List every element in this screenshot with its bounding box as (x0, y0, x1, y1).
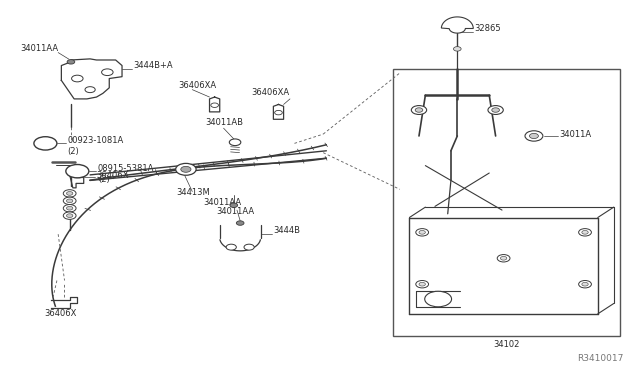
Circle shape (244, 244, 254, 250)
Circle shape (85, 87, 95, 93)
Circle shape (412, 106, 427, 115)
Circle shape (579, 280, 591, 288)
Text: 34011AA: 34011AA (20, 44, 58, 52)
Text: (2): (2) (98, 175, 109, 184)
Circle shape (229, 139, 241, 145)
Circle shape (500, 256, 507, 260)
Circle shape (529, 134, 538, 138)
Circle shape (497, 254, 510, 262)
Text: 36406XA: 36406XA (178, 81, 216, 90)
Text: 34011AA: 34011AA (216, 207, 255, 216)
Circle shape (525, 131, 543, 141)
Polygon shape (442, 17, 473, 33)
Circle shape (425, 291, 452, 307)
Text: 34102: 34102 (493, 340, 520, 349)
Circle shape (67, 199, 73, 203)
Circle shape (415, 108, 423, 112)
Circle shape (416, 280, 429, 288)
Circle shape (180, 166, 191, 172)
Circle shape (63, 205, 76, 212)
Circle shape (175, 163, 196, 175)
Circle shape (63, 212, 76, 219)
Text: 34011AB: 34011AB (205, 118, 243, 127)
Circle shape (579, 229, 591, 236)
Circle shape (454, 46, 461, 51)
Text: 00923-1081A: 00923-1081A (67, 136, 124, 145)
Text: 32865: 32865 (474, 24, 501, 33)
Text: 36406X: 36406X (97, 171, 129, 180)
Text: 3444B: 3444B (273, 226, 300, 235)
Text: 34413M: 34413M (176, 188, 210, 197)
Circle shape (236, 221, 244, 225)
Text: 34011AA: 34011AA (204, 198, 242, 207)
Circle shape (492, 108, 499, 112)
Text: 08915-5381A: 08915-5381A (98, 164, 154, 173)
Circle shape (226, 244, 236, 250)
Text: R3410017: R3410017 (577, 354, 623, 363)
Text: W: W (42, 141, 49, 146)
Circle shape (63, 190, 76, 197)
Circle shape (582, 231, 588, 234)
Circle shape (66, 164, 89, 178)
Circle shape (275, 110, 282, 115)
Text: 36406XA: 36406XA (251, 88, 289, 97)
Circle shape (67, 60, 75, 64)
Circle shape (582, 282, 588, 286)
Text: W: W (74, 169, 81, 174)
Bar (394, 69, 620, 336)
Text: (2): (2) (67, 147, 79, 156)
Circle shape (72, 75, 83, 82)
Circle shape (419, 231, 426, 234)
Circle shape (67, 214, 73, 218)
Circle shape (102, 69, 113, 76)
Circle shape (230, 203, 237, 208)
Circle shape (416, 229, 429, 236)
Text: 34011A: 34011A (559, 130, 591, 139)
Text: 36406X: 36406X (44, 309, 77, 318)
Circle shape (67, 206, 73, 210)
Circle shape (34, 137, 57, 150)
Circle shape (419, 282, 426, 286)
Circle shape (488, 106, 503, 115)
Circle shape (63, 197, 76, 205)
Circle shape (211, 103, 218, 108)
Text: 3444B+A: 3444B+A (133, 61, 173, 70)
Circle shape (67, 192, 73, 195)
